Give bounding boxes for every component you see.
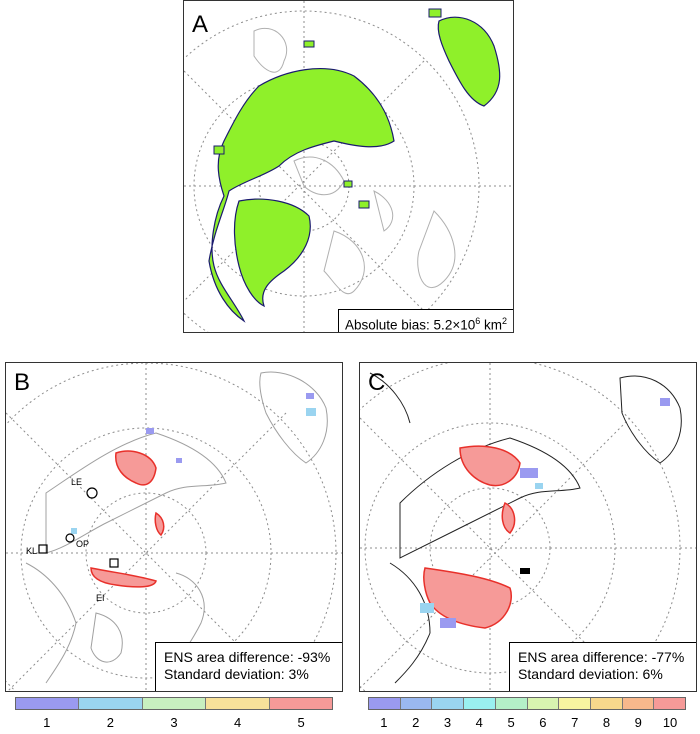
panel-a-label: A (192, 11, 209, 38)
colorbar-swatch (16, 698, 80, 709)
hotspot-region-south (423, 567, 512, 629)
colorbar-swatch (400, 698, 433, 709)
colorbar-swatch (142, 698, 207, 709)
ens-annotation-c: ENS area difference: -77% Standard devia… (509, 642, 696, 691)
bias-unit-exponent: 2 (502, 316, 508, 326)
panel-b: LE OP KL EI B ENS area difference: -93% … (5, 362, 343, 692)
colorbar-tick-label: 5 (507, 715, 515, 730)
standard-deviation-c: Standard deviation: 6% (518, 666, 663, 682)
dark-patch (520, 568, 530, 574)
bias-unit: km (480, 317, 502, 333)
colorbar-swatch (432, 698, 465, 709)
land-fill-siberia (437, 16, 501, 107)
colorbar-swatch (369, 698, 401, 709)
colorbar-tick-label: 2 (412, 715, 420, 730)
low-value-patches (146, 393, 314, 463)
colorbar-c-ticks: 1 2 3 4 5 6 7 8 9 10 (368, 715, 686, 733)
colorbar-tick-label: 2 (106, 715, 114, 730)
site-kl-label: KL (26, 546, 38, 556)
colorbar-tick-label: 1 (380, 715, 388, 730)
site-op-marker (65, 533, 75, 543)
site-le-marker (86, 487, 98, 499)
colorbar-tick-label: 9 (634, 715, 642, 730)
ens-area-difference-b: ENS area difference: -93% (164, 649, 331, 665)
hotspot-region-north (459, 445, 521, 487)
site-ei-label: EI (96, 593, 105, 603)
standard-deviation-b: Standard deviation: 3% (164, 666, 309, 682)
bias-exponent: 6 (475, 316, 481, 326)
mid-value-patches (71, 408, 316, 534)
land-fill-europe (233, 198, 311, 308)
hotspots (90, 450, 165, 588)
colorbar-swatch (654, 698, 686, 709)
colorbar-tick-label: 3 (443, 715, 452, 730)
colorbar-swatch (269, 698, 333, 709)
coastlines (25, 371, 328, 684)
graticule (360, 363, 696, 691)
hotspot-region-mid (154, 511, 165, 537)
panel-c-label: C (368, 369, 386, 396)
site-le-label: LE (71, 477, 83, 487)
scattered-patches (213, 8, 442, 209)
map-c (360, 363, 696, 691)
colorbar-c (368, 697, 686, 710)
graticule (6, 363, 342, 691)
land-fill-north-america (208, 67, 395, 323)
colorbar-b-ticks: 1 2 3 4 5 (15, 715, 333, 733)
mid-value-patches (420, 483, 543, 613)
colorbar-tick-label: 7 (571, 715, 579, 730)
site-op-label: OP (76, 539, 90, 549)
colorbar-tick-label: 1 (43, 715, 51, 730)
hotspot-region-north (115, 450, 157, 486)
colorbar-tick-label: 4 (475, 715, 483, 730)
colorbar-b (15, 697, 333, 710)
ens-area-difference-c: ENS area difference: -77% (518, 649, 685, 665)
panel-c: C ENS area difference: -77% Standard dev… (359, 362, 697, 692)
hotspots (423, 445, 521, 629)
site-kl-marker (38, 544, 48, 554)
colorbar-swatch (464, 698, 496, 709)
coastlines (369, 372, 682, 684)
site-ei-marker (109, 558, 119, 568)
map-a (184, 1, 513, 332)
colorbar-swatch (79, 698, 143, 709)
colorbar-swatch (495, 698, 528, 709)
colorbar-swatch (622, 698, 655, 709)
colorbar-tick-label: 3 (170, 715, 178, 730)
ens-annotation-b: ENS area difference: -93% Standard devia… (155, 642, 342, 691)
low-value-patches (440, 398, 670, 628)
hotspot-region-mid (501, 501, 516, 534)
colorbar-tick-label: 6 (539, 715, 547, 730)
site-markers (38, 487, 119, 568)
absolute-bias-annotation: Absolute bias: 5.2×106 km2 (338, 309, 513, 333)
colorbar-swatch (206, 698, 270, 709)
colorbar-tick-label: 8 (602, 715, 611, 730)
colorbar-tick-label: 4 (233, 715, 242, 730)
panel-a: A Absolute bias: 5.2×106 km2 (183, 0, 514, 333)
colorbar-tick-label: 10 (662, 715, 678, 730)
panel-b-label: B (14, 369, 31, 396)
bias-prefix: Absolute bias: 5.2×10 (345, 317, 476, 333)
hotspot-region-south (90, 567, 157, 588)
colorbar-tick-label: 5 (297, 715, 305, 730)
colorbar-swatch (590, 698, 623, 709)
map-b (6, 363, 342, 691)
colorbar-swatch (559, 698, 591, 709)
colorbar-swatch (527, 698, 560, 709)
